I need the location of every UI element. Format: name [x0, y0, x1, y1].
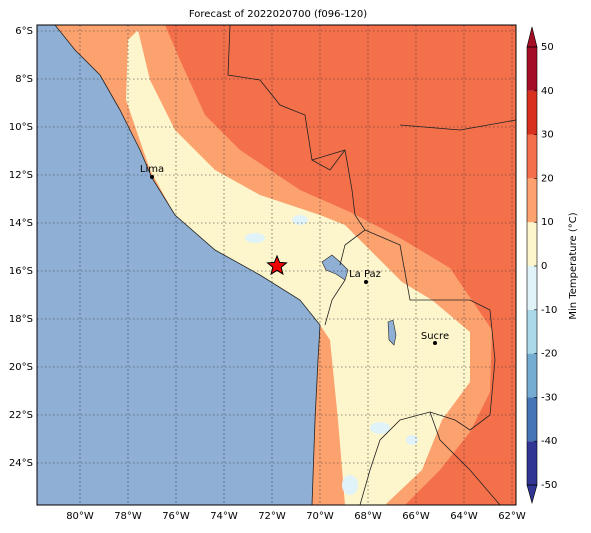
colorbar-tick-label: -10	[541, 305, 557, 316]
colorbar-tick-label: 30	[541, 130, 554, 141]
colorbar-tick-label: -50	[541, 480, 557, 491]
colorbar-tick-label: 50	[541, 42, 554, 53]
lat-label: 18°S	[9, 314, 33, 325]
city-dots	[150, 175, 437, 345]
lon-label: 80°W	[66, 511, 94, 522]
cold-spots	[245, 215, 418, 495]
map-frame	[36, 24, 517, 506]
colorbar-tick-label: -40	[541, 436, 557, 447]
lat-label: 22°S	[9, 410, 33, 421]
lat-label: 24°S	[9, 458, 33, 469]
lon-label: 70°W	[306, 511, 334, 522]
ocean	[36, 24, 321, 506]
colorbar-band	[527, 309, 537, 354]
colorbar-tick-label: 20	[541, 173, 554, 184]
temp-zone-mild	[126, 30, 470, 505]
city-label: Lima	[140, 164, 164, 175]
city-label: La Paz	[349, 269, 381, 280]
lat-label: 20°S	[9, 362, 33, 373]
colorbar-label: Min Temperature (°C)	[568, 212, 579, 319]
colorbar-band	[527, 353, 537, 398]
title: Forecast of 2022020700 (f096-120)	[189, 9, 367, 20]
colorbar-band	[527, 178, 537, 223]
lat-label: 6°S	[15, 26, 33, 37]
colorbar-band	[527, 47, 537, 91]
lon-label: 62°W	[498, 511, 526, 522]
colorbar-tick-label: -20	[541, 349, 557, 360]
lon-label: 68°W	[354, 511, 382, 522]
colorbar-band	[527, 266, 537, 310]
lake-poopo	[387, 319, 397, 346]
lat-label: 12°S	[9, 170, 33, 181]
colorbar-extend-high	[526, 26, 538, 48]
colorbar-band	[527, 90, 537, 135]
star-marker	[266, 254, 288, 276]
lon-label: 66°W	[402, 511, 430, 522]
colorbar-tick-label: 0	[541, 261, 547, 272]
lat-label: 16°S	[9, 266, 33, 277]
lake-titicaca	[321, 254, 349, 281]
lat-label: 8°S	[15, 74, 33, 85]
lon-label: 78°W	[114, 511, 142, 522]
map-area: Lima La Paz Sucre	[36, 24, 517, 506]
lon-label: 76°W	[162, 511, 190, 522]
lon-label: 72°W	[258, 511, 286, 522]
colorbar-band	[527, 134, 537, 179]
graticule	[37, 25, 516, 505]
colorbar-tick-label: -30	[541, 392, 557, 403]
colorbar: 50 40 30 20 10 0 -10 -20 -30 -40 -50	[526, 26, 557, 505]
city-label: Sucre	[421, 331, 449, 342]
country-borders	[227, 24, 517, 506]
lat-label: 14°S	[9, 218, 33, 229]
colorbar-band	[527, 222, 537, 266]
lon-label: 74°W	[210, 511, 238, 522]
colorbar-band	[527, 397, 537, 442]
colorbar-tick-label: 40	[541, 86, 554, 97]
colorbar-band	[527, 441, 537, 485]
lat-label: 10°S	[9, 122, 33, 133]
colorbar-extend-low	[526, 484, 538, 505]
lon-label: 64°W	[450, 511, 478, 522]
colorbar-tick-label: 10	[541, 217, 554, 228]
